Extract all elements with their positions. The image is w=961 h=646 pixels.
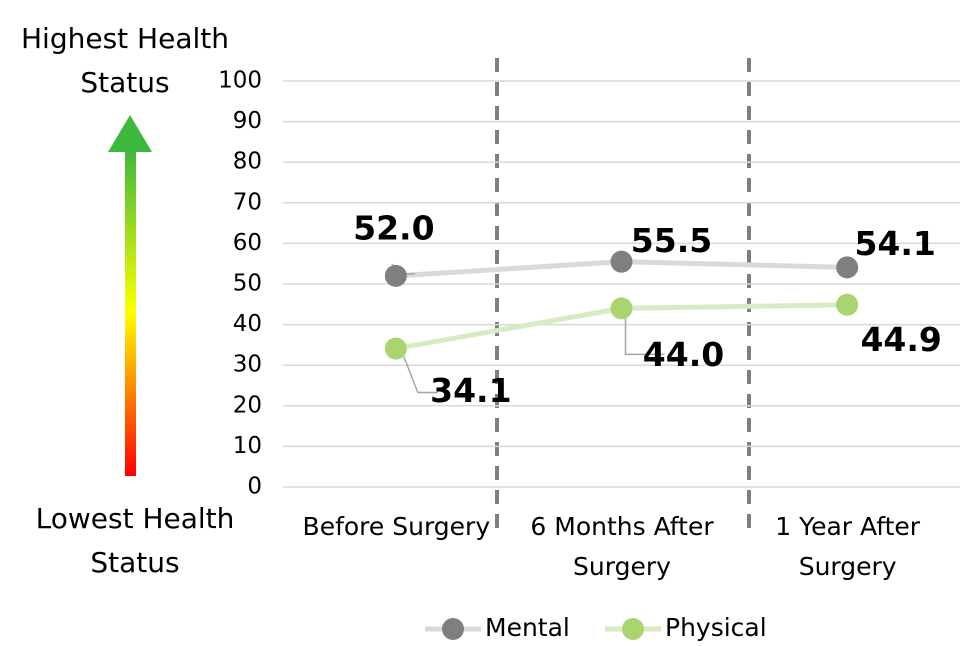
data-label: 55.5 <box>631 221 712 260</box>
leader-line <box>403 356 438 394</box>
y-tick-label: 50 <box>233 271 262 297</box>
data-label: 54.1 <box>854 224 935 263</box>
data-label: 52.0 <box>353 208 434 247</box>
data-label: 44.9 <box>860 320 941 359</box>
x-tick-label: Before Surgery <box>302 512 491 541</box>
y-tick-label: 10 <box>233 433 262 459</box>
legend-label: Physical <box>665 613 767 642</box>
data-label: 34.1 <box>430 371 511 410</box>
y-tick-label: 90 <box>233 108 262 134</box>
marker <box>384 337 407 360</box>
leader-line <box>624 318 665 356</box>
marker <box>610 297 633 320</box>
y-tick-label: 100 <box>218 68 262 94</box>
data-label: 44.0 <box>643 335 724 374</box>
legend-marker <box>442 618 464 640</box>
annotation: Highest Health Status <box>21 22 229 99</box>
marker <box>836 293 859 316</box>
y-tick-label: 20 <box>233 392 262 418</box>
annotation: Lowest Health Status <box>35 502 235 579</box>
y-tick-label: 0 <box>247 474 262 500</box>
arrow-head <box>108 115 152 152</box>
x-tick-label: 1 Year After Surgery <box>775 512 921 581</box>
y-tick-label: 30 <box>233 352 262 378</box>
marker <box>610 250 633 273</box>
y-tick-label: 40 <box>233 311 262 337</box>
x-tick-label: 6 Months After Surgery <box>530 512 714 581</box>
y-tick-label: 70 <box>233 189 262 215</box>
y-tick-label: 80 <box>233 149 262 175</box>
legend-marker <box>622 618 644 640</box>
marker <box>384 264 407 287</box>
y-tick-label: 60 <box>233 230 262 256</box>
arrow-shaft <box>125 148 136 476</box>
marker <box>836 256 859 279</box>
legend-label: Mental <box>485 613 570 642</box>
